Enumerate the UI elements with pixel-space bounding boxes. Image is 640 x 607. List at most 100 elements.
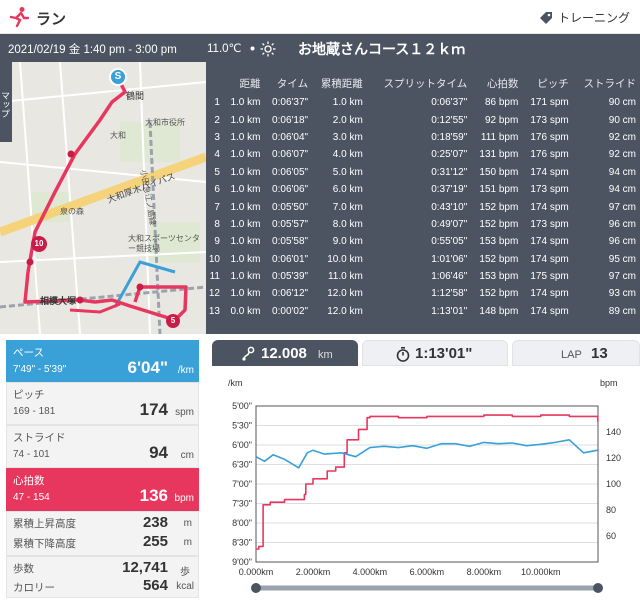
x-tick-label: 10.000km bbox=[521, 567, 561, 577]
lap-cell: 0:55'05" bbox=[431, 236, 468, 248]
chart-svg: /km bpm 5'00" 5'30" 6'00" 6'30" 7'00" 7'30" 8'00… bbox=[228, 378, 621, 593]
lap-cell: 0:06'12" bbox=[272, 288, 309, 300]
stride-metric[interactable]: ストライド 74 - 101 94 cm bbox=[6, 425, 199, 468]
lap-cell: 1:06'46" bbox=[431, 271, 468, 283]
route-distance-icon bbox=[242, 346, 255, 361]
lap-cell: 176 spm bbox=[530, 149, 569, 161]
tab-distance[interactable]: 12.008 km bbox=[212, 340, 358, 366]
lap-row[interactable]: 12 1.0 km 0:06'12" 12.0 km 1:12'58" 152 bpm 17… bbox=[206, 285, 640, 302]
lap-column-header: 心拍数 bbox=[486, 77, 519, 90]
steps-label: 歩数 bbox=[13, 563, 34, 575]
lap-cell: 86 bpm bbox=[484, 97, 519, 109]
lap-column-header: タイム bbox=[276, 77, 309, 90]
map-label: 相模大塚 bbox=[40, 296, 77, 306]
pitch-metric[interactable]: ピッチ 169 - 181 174 spm bbox=[6, 382, 199, 425]
lap-cell: 5.0 km bbox=[332, 166, 363, 178]
lap-cell: 0:06'37" bbox=[431, 97, 468, 109]
lap-row[interactable]: 1 1.0 km 0:06'37" 1.0 km 0:06'37" 86 bpm 171 s… bbox=[206, 94, 640, 111]
lap-row[interactable]: 10 1.0 km 0:06'01" 10.0 km 1:01'06" 152 bpm 17… bbox=[206, 251, 640, 268]
range-slider-handle-right bbox=[593, 583, 603, 593]
training-tag-button[interactable]: トレーニング bbox=[538, 9, 630, 26]
map-label: 泉の森 bbox=[60, 207, 84, 216]
lap-row[interactable]: 5 1.0 km 0:06'05" 5.0 km 0:31'12" 150 bpm 174 … bbox=[206, 164, 640, 181]
pace-metric[interactable]: ペース 7'49" - 5'39" 6'04" /km bbox=[6, 340, 199, 382]
steps-value: 12,741 bbox=[122, 559, 168, 576]
lap-row[interactable]: 6 1.0 km 0:06'06" 6.0 km 0:37'19" 151 bpm 173 … bbox=[206, 181, 640, 198]
map-label: 鶴間 bbox=[126, 91, 145, 101]
lap-row[interactable]: 7 1.0 km 0:05'50" 7.0 km 0:43'10" 152 bpm 174 … bbox=[206, 198, 640, 215]
pace-value: 6'04" bbox=[127, 358, 168, 377]
course-name: お地蔵さんコース１２ｋｍ bbox=[298, 41, 466, 57]
lap-cell: 10 bbox=[208, 253, 220, 265]
lap-cell: 153 bpm bbox=[479, 271, 519, 283]
pace-series-line bbox=[255, 439, 598, 469]
lap-cell: 95 cm bbox=[608, 253, 636, 265]
calories-value: 564 bbox=[142, 577, 168, 594]
lap-cell: 4.0 km bbox=[332, 149, 363, 161]
lap-cell: 2 bbox=[214, 114, 220, 126]
map-side-tab[interactable]: マップ bbox=[0, 62, 12, 142]
lap-column-header: ピッチ bbox=[537, 77, 569, 90]
lap-cell: 96 cm bbox=[608, 236, 636, 248]
lap-cell: 1:01'06" bbox=[431, 253, 468, 265]
lap-cell: 9.0 km bbox=[332, 236, 363, 248]
right-tick-label: 60 bbox=[606, 531, 616, 541]
lap-row[interactable]: 11 1.0 km 0:05'39" 11.0 km 1:06'46" 153 bpm 17… bbox=[206, 268, 640, 285]
lap-row[interactable]: 3 1.0 km 0:06'04" 3.0 km 0:18'59" 111 bpm 176 … bbox=[206, 129, 640, 146]
lap-column-header: 累積距離 bbox=[320, 77, 363, 90]
lap-cell: 0:37'19" bbox=[431, 184, 468, 196]
lap-cell: 7 bbox=[214, 201, 220, 213]
left-axis-unit: /km bbox=[228, 378, 243, 388]
lap-column-header bbox=[206, 72, 224, 94]
lap-row[interactable]: 2 1.0 km 0:06'18" 2.0 km 0:12'55" 92 bpm 173 s… bbox=[206, 111, 640, 128]
plot-frame bbox=[255, 405, 599, 563]
steps-calories-metric: 歩数 12,741 歩 カロリー 564 kcal bbox=[6, 556, 199, 598]
lap-cell: 1.0 km bbox=[230, 288, 261, 300]
pitch-label: ピッチ bbox=[13, 389, 45, 401]
pitch-unit: spm bbox=[175, 407, 194, 418]
chart-tabs: 12.008 km 1:13'01" LAP 13 bbox=[212, 340, 640, 366]
lap-column-header: 距離 bbox=[239, 77, 261, 90]
lap-cell: 92 cm bbox=[608, 131, 636, 143]
lap-table-body: 1 1.0 km 0:06'37" 1.0 km 0:06'37" 86 bpm 171 s… bbox=[206, 94, 640, 320]
lap-cell: 0:06'05" bbox=[272, 166, 309, 178]
pace-unit: /km bbox=[177, 365, 194, 376]
lap-cell: 0:12'55" bbox=[431, 114, 468, 126]
steps-unit: 歩 bbox=[180, 567, 190, 578]
right-tick-label: 100 bbox=[606, 479, 621, 489]
lap-column-header: スプリットタイム bbox=[383, 77, 468, 90]
heart-rate-series-line bbox=[256, 414, 599, 550]
tab-lap[interactable]: LAP 13 bbox=[512, 340, 640, 366]
map-canvas bbox=[0, 62, 206, 334]
right-tick-label: 120 bbox=[606, 453, 621, 463]
lap-row[interactable]: 4 1.0 km 0:06'07" 4.0 km 0:25'07" 131 bpm 176 … bbox=[206, 146, 640, 163]
lap-row[interactable]: 9 1.0 km 0:05'58" 9.0 km 0:55'05" 153 bpm 174 … bbox=[206, 233, 640, 250]
lap-cell: 174 spm bbox=[530, 288, 569, 300]
lap-cell: 174 spm bbox=[530, 166, 569, 178]
right-tick-label: 140 bbox=[606, 427, 621, 437]
map-label: 大和スポーツセンター競技場 bbox=[128, 234, 200, 253]
lap-table: 距離 タイム 累積距離 スプリットタイム 心拍数 ピッチ ストライド 1 1.0 km 0:06… bbox=[206, 72, 640, 320]
lap-cell: 1.0 km bbox=[230, 253, 261, 265]
lap-column-header: ストライド bbox=[583, 77, 637, 90]
lap-cell: 174 spm bbox=[530, 201, 569, 213]
lap-cell: 174 spm bbox=[530, 305, 569, 317]
heart-rate-metric[interactable]: 心拍数 47 - 154 136 bpm bbox=[6, 468, 199, 511]
lap-cell: 152 bpm bbox=[479, 288, 519, 300]
lap-cell: 152 bpm bbox=[479, 253, 519, 265]
lap-cell: 94 cm bbox=[608, 184, 636, 196]
stride-value: 94 bbox=[149, 443, 168, 462]
route-map[interactable]: マップ S 10 5 鶴間 大和市役所 大和厚木バイパス 大和スポーツセンター競… bbox=[0, 62, 206, 334]
lap-cell: 10.0 km bbox=[327, 253, 363, 265]
lap-row[interactable]: 13 0.0 km 0:00'02" 12.0 km 1:13'01" 148 bpm 17… bbox=[206, 303, 640, 320]
lap-cell: 11 bbox=[209, 271, 220, 283]
lap-row[interactable]: 8 1.0 km 0:05'57" 8.0 km 0:49'07" 152 bpm 173 … bbox=[206, 216, 640, 233]
tab-time[interactable]: 1:13'01" bbox=[362, 340, 508, 366]
lap-cell: 1.0 km bbox=[230, 271, 261, 283]
map-label: 大和 bbox=[110, 131, 126, 140]
lap-cell: 176 spm bbox=[530, 131, 569, 143]
time-value: 1:13'01" bbox=[415, 345, 473, 362]
lap-cell: 0:49'07" bbox=[431, 218, 468, 230]
lap-cell: 111 bpm bbox=[480, 131, 519, 143]
lap-cell: 92 bpm bbox=[484, 114, 519, 126]
